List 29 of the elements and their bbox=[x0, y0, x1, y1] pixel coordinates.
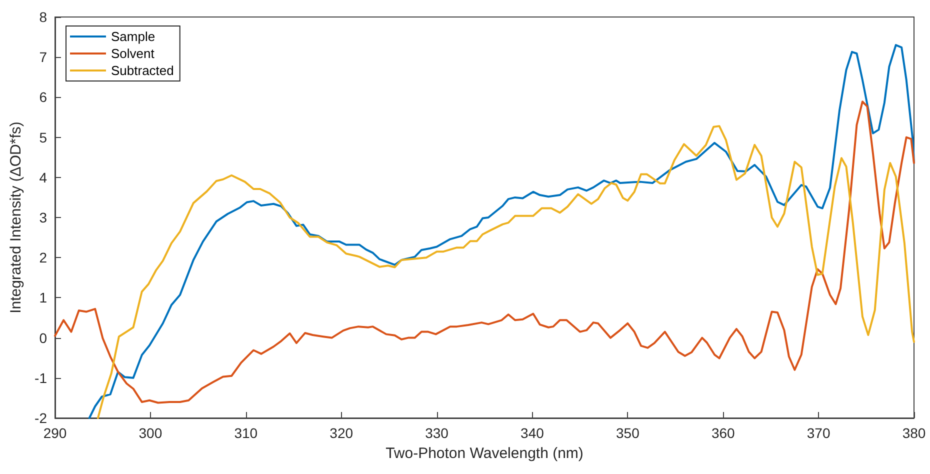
y-tick-label: 2 bbox=[39, 250, 48, 266]
line-series bbox=[88, 44, 915, 419]
x-tick-label: 300 bbox=[138, 425, 162, 441]
y-tick-label: 4 bbox=[39, 169, 48, 186]
line-series bbox=[54, 100, 915, 404]
legend-label: Subtracted bbox=[111, 63, 174, 78]
y-tick-label: 8 bbox=[39, 9, 48, 25]
x-tick-label: 310 bbox=[234, 425, 258, 441]
x-axis-title: Two-Photon Wavelength (nm) bbox=[386, 445, 584, 462]
x-tick-label: 380 bbox=[902, 425, 926, 441]
legend-label: Solvent bbox=[111, 46, 155, 61]
y-tick-label: 6 bbox=[39, 89, 48, 106]
line-series bbox=[96, 125, 915, 419]
y-tick-label: 7 bbox=[39, 49, 48, 66]
legend-label: Sample bbox=[111, 29, 156, 44]
y-tick-label: -1 bbox=[34, 370, 48, 386]
y-tick-label: -2 bbox=[34, 410, 48, 426]
x-tick-label: 370 bbox=[806, 425, 830, 441]
y-tick-label: 5 bbox=[39, 129, 48, 146]
y-tick-label: 1 bbox=[39, 290, 48, 306]
y-tick-label: 0 bbox=[39, 330, 48, 346]
x-tick-label: 290 bbox=[43, 425, 67, 441]
x-tick-label: 360 bbox=[711, 425, 736, 441]
x-tick-label: 320 bbox=[330, 425, 354, 441]
y-tick-label: 3 bbox=[39, 210, 48, 226]
y-axis-title: Integrated Intensity (ΔOD*fs) bbox=[8, 122, 25, 314]
x-tick-label: 330 bbox=[425, 425, 449, 441]
x-tick-label: 340 bbox=[520, 425, 544, 441]
x-tick-label: 350 bbox=[616, 425, 640, 441]
